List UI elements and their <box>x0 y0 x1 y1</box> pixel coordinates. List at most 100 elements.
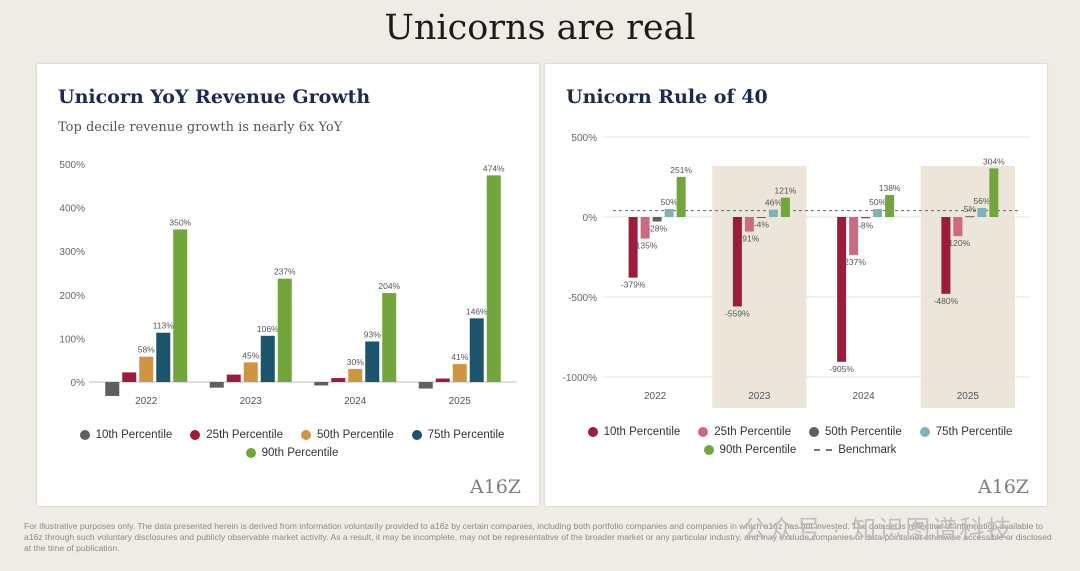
x-tick-label: 2023 <box>748 391 771 402</box>
bar-25th-percentile-2024 <box>849 217 859 255</box>
data-label: -480% <box>934 296 959 306</box>
page-title: Unicorns are real <box>384 8 696 48</box>
bar-50th-percentile-2024 <box>861 217 871 219</box>
legend-swatch <box>703 445 714 455</box>
legend-item-90th-percentile: 90th Percentile <box>703 444 796 456</box>
legend-swatch <box>245 448 256 458</box>
data-label: -8% <box>858 220 874 230</box>
data-label: 204% <box>378 281 400 291</box>
bar-75th-percentile-2024 <box>873 209 883 217</box>
bar-25th-percentile-2023 <box>744 217 754 232</box>
data-label: 146% <box>466 306 488 316</box>
bar-90th-percentile-2023 <box>780 197 790 217</box>
data-label: 45% <box>242 350 259 360</box>
legend-swatch <box>809 427 819 437</box>
bar-10th-percentile-2022 <box>105 382 120 396</box>
data-label: 58% <box>138 345 155 355</box>
bar-50th-percentile-2022 <box>652 217 662 222</box>
legend-label: 10th Percentile <box>603 426 681 438</box>
rule-of-40-panel: Unicorn Rule of 40 500% 0% -500% -1000% -379… <box>545 64 1047 506</box>
bar-90th-percentile-2025 <box>486 175 501 382</box>
x-tick-label: 2025 <box>449 396 472 407</box>
bar-10th-percentile-2023 <box>732 217 742 307</box>
data-label: 106% <box>257 324 279 334</box>
y-tick-label: 500% <box>571 133 597 144</box>
y-tick-label: 0% <box>71 378 86 389</box>
y-tick-label: 0% <box>583 213 598 224</box>
bar-10th-percentile-2025 <box>941 217 951 294</box>
legend-item-25th-percentile: 25th Percentile <box>698 426 791 438</box>
bar-50th-percentile-2022 <box>139 356 154 382</box>
revenue-growth-subtitle: Top decile revenue growth is nearly 6x Y… <box>58 120 343 135</box>
legend-swatch <box>919 427 930 437</box>
y-tick-label: -1000% <box>563 373 598 384</box>
legend-item-75th-percentile: 75th Percentile <box>919 426 1013 438</box>
bar-10th-percentile-2024 <box>314 382 329 386</box>
data-label: 93% <box>364 329 381 339</box>
legend-item-10th-percentile: 10th Percentile <box>79 429 172 441</box>
data-label: -237% <box>841 257 866 267</box>
highlight-band-2023 <box>712 166 807 408</box>
data-label: 46% <box>765 198 782 208</box>
legend-label: 25th Percentile <box>714 426 791 438</box>
legend-item-10th-percentile: 10th Percentile <box>587 426 681 438</box>
x-tick-label: 2022 <box>135 396 158 407</box>
bar-90th-percentile-2022 <box>676 176 686 217</box>
legend-item-90th-percentile: 90th Percentile <box>245 447 339 459</box>
x-tick-label: 2025 <box>957 391 980 402</box>
y-tick-label: 100% <box>59 334 85 345</box>
bar-25th-percentile-2025 <box>435 378 450 382</box>
bar-75th-percentile-2023 <box>768 209 778 217</box>
data-label: 304% <box>983 156 1005 166</box>
bar-10th-percentile-2023 <box>209 382 224 388</box>
legend-swatch <box>301 430 311 440</box>
data-label: 237% <box>274 267 296 277</box>
legend-swatch <box>587 427 598 437</box>
revenue-growth-legend: 10th Percentile 25th Percentile 50th Perce… <box>67 429 517 459</box>
data-label: 350% <box>169 217 191 227</box>
bar-90th-percentile-2024 <box>885 194 895 217</box>
data-label: -905% <box>829 364 854 374</box>
data-label: 41% <box>451 352 468 362</box>
data-label: 474% <box>483 163 505 173</box>
highlight-band-2025 <box>920 166 1015 408</box>
disclaimer-text: For illustrative purposes only. The data… <box>24 521 1052 553</box>
data-label: 5% <box>964 204 977 214</box>
legend-item-50th-percentile: 50th Percentile <box>301 429 394 441</box>
data-label: 56% <box>973 196 990 206</box>
data-label: 251% <box>670 165 692 175</box>
revenue-growth-title: Unicorn YoY Revenue Growth <box>58 86 371 108</box>
data-label: -4% <box>754 220 770 230</box>
bar-75th-percentile-2025 <box>977 208 987 217</box>
revenue-growth-chart: 0% 100% 200% 300% 400% 500% 58% 113% 350% 2022 45%… <box>59 160 517 407</box>
bar-90th-percentile-2022 <box>173 229 188 382</box>
legend-label: Benchmark <box>838 444 897 456</box>
data-label: 50% <box>869 197 886 207</box>
x-tick-label: 2023 <box>240 396 263 407</box>
bar-50th-percentile-2025 <box>965 216 975 218</box>
legend-item-25th-percentile: 25th Percentile <box>190 429 283 441</box>
bar-75th-percentile-2022 <box>156 332 171 382</box>
legend-label: 90th Percentile <box>261 447 339 459</box>
a16z-logo: A16Z <box>469 476 521 498</box>
data-label: 121% <box>775 186 797 196</box>
data-label: 113% <box>153 321 175 331</box>
bar-10th-percentile-2025 <box>418 382 433 389</box>
watermark-text: 公众号 · 知识图谱科技 <box>742 516 1014 544</box>
bar-10th-percentile-2024 <box>837 217 847 362</box>
data-label: 30% <box>347 357 364 367</box>
legend-label: 75th Percentile <box>935 426 1013 438</box>
bar-25th-percentile-2023 <box>226 374 241 382</box>
bar-75th-percentile-2023 <box>260 335 275 382</box>
data-label: 50% <box>661 197 678 207</box>
legend-swatch <box>190 430 201 440</box>
bar-75th-percentile-2024 <box>365 341 380 382</box>
legend-swatch <box>698 427 709 437</box>
a16z-logo: A16Z <box>977 476 1029 498</box>
legend-dash-line <box>814 449 833 451</box>
rule-of-40-legend: 10th Percentile 25th Percentile 50th Perce… <box>570 426 1030 456</box>
revenue-growth-panel: Unicorn YoY Revenue Growth Top decile re… <box>37 64 539 506</box>
data-label: -91% <box>739 234 759 244</box>
legend-label: 50th Percentile <box>825 426 902 438</box>
data-label: -28% <box>647 223 667 233</box>
